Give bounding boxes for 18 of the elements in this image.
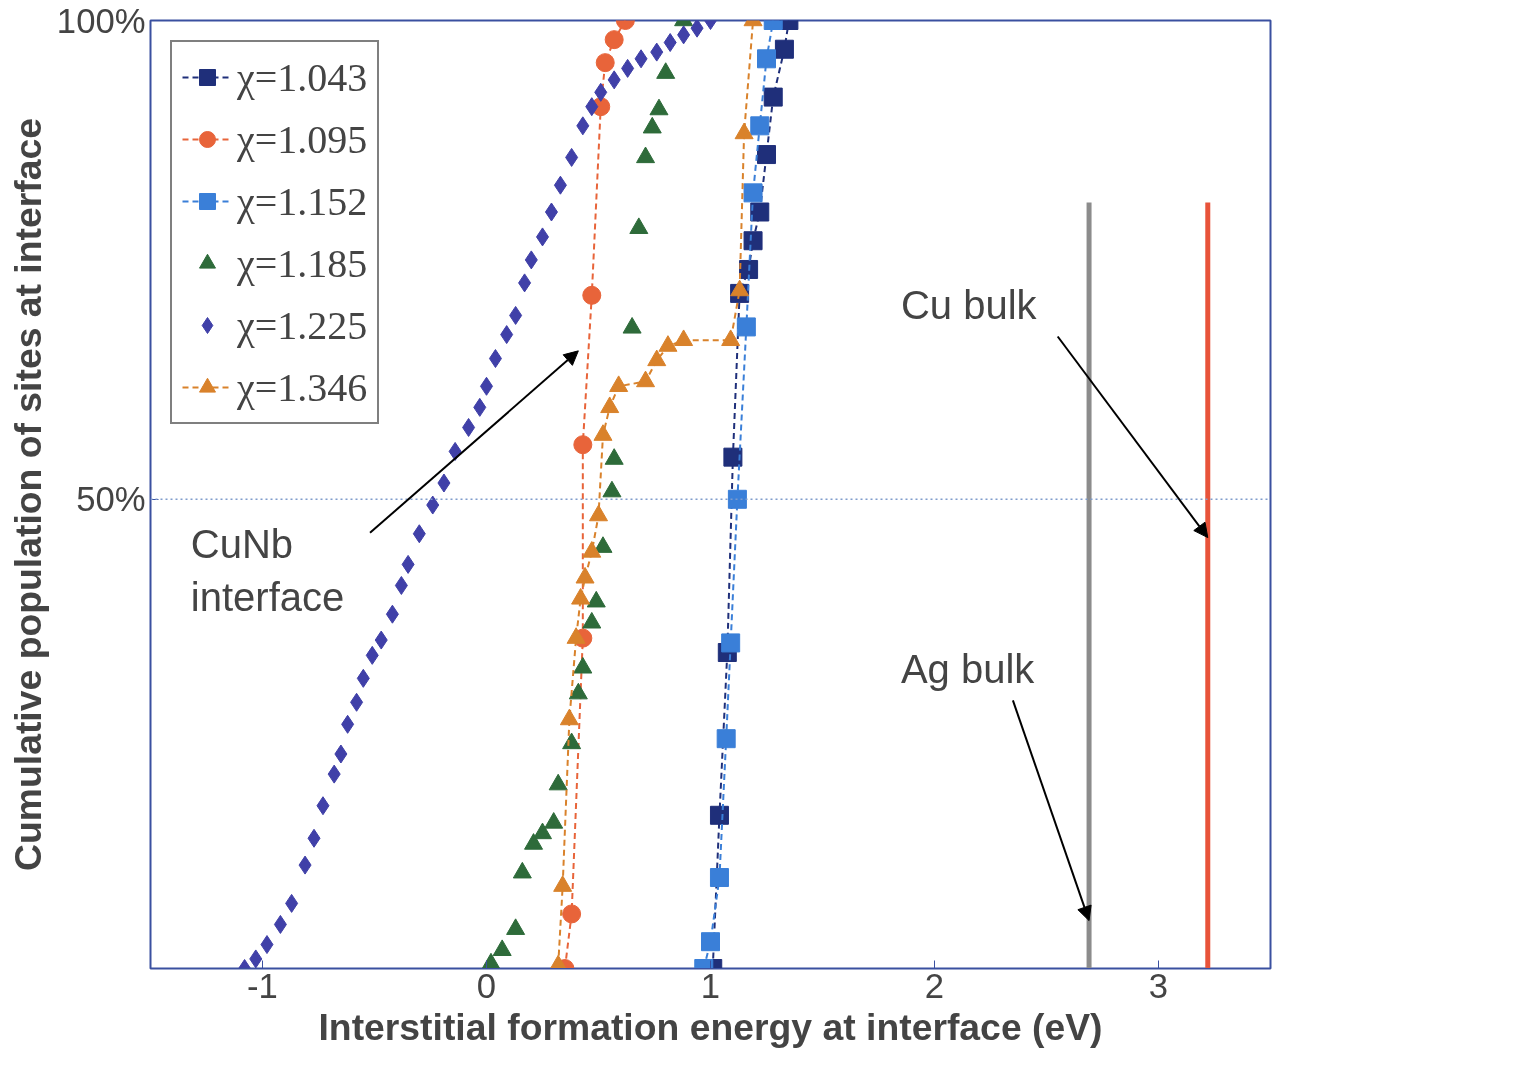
x-tick-label: -1: [247, 966, 278, 1005]
legend-label: χ=1.225: [237, 301, 368, 350]
y-tick-label: 100%: [56, 1, 146, 40]
annotation: Ag bulk: [900, 646, 1036, 691]
x-axis-title: Interstitial formation energy at interface (eV): [318, 1005, 1103, 1048]
y-axis-title: Cumulative population of sites at interface: [6, 118, 49, 871]
annotation: CuNb interface: [190, 522, 345, 619]
legend-label: χ=1.043: [237, 53, 368, 102]
y-tick-label: 50%: [76, 480, 146, 519]
annotation: Cu bulk: [900, 282, 1038, 327]
legend-label: χ=1.185: [237, 239, 368, 288]
x-tick-label: 3: [1148, 966, 1169, 1005]
x-tick-label: 1: [700, 966, 721, 1005]
x-tick-label: 2: [924, 966, 945, 1005]
legend-label: χ=1.095: [237, 115, 368, 164]
x-tick-label: 0: [476, 966, 497, 1005]
legend-label: χ=1.152: [237, 177, 368, 226]
legend-label: χ=1.346: [237, 363, 368, 412]
